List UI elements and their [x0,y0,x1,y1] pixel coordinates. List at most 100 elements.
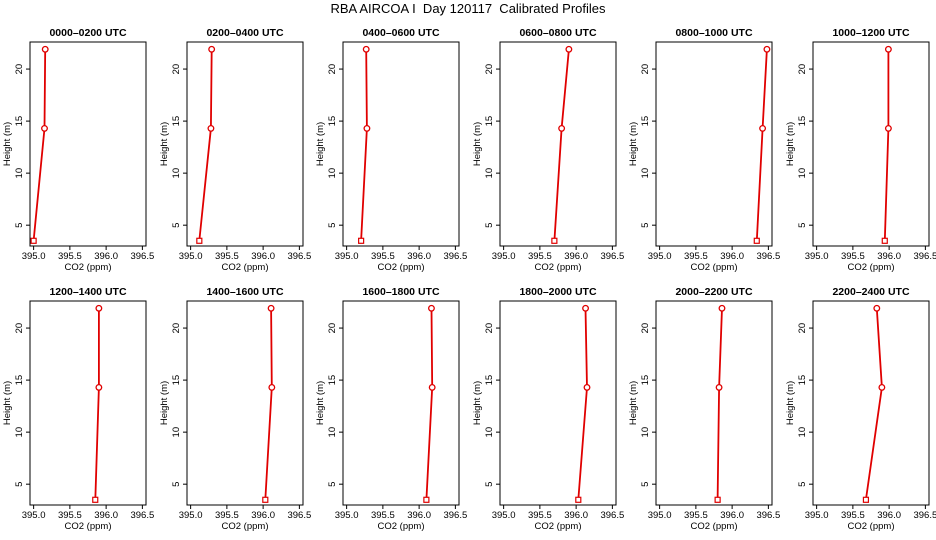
panel-title: 0000–0200 UTC [49,27,126,39]
data-point [878,383,886,391]
y-axis-label: Height (m) [785,122,796,166]
x-tick-label: 395.5 [58,251,82,262]
y-axis-label: Height (m) [472,122,483,166]
data-point [262,496,269,503]
x-tick-label: 395.5 [684,510,708,521]
data-point [582,304,589,312]
plot-frame [499,300,617,506]
y-tick-label: 15 [640,375,651,386]
plot-frame [29,300,147,506]
x-tick-label: 395.0 [335,251,359,262]
panel-6: 1000–1200 UTC 395.0 395.5 396.0 396.5 CO2 (pp… [785,27,936,273]
x-tick-label: 396.5 [287,510,311,521]
data-point [358,237,365,244]
x-tick-label: 395.0 [648,251,672,262]
y-tick-label: 20 [327,323,338,334]
y-axis-label: Height (m) [315,381,326,425]
x-tick-label: 395.5 [371,510,395,521]
plot-frame [499,41,617,247]
x-tick-label: 396.0 [720,251,744,262]
plot-frame [186,300,304,506]
plot-frame [186,41,304,247]
profile-line [198,49,213,241]
panel-9: 1600–1800 UTC 395.0 395.5 396.0 396.5 CO2 (pp… [315,286,467,532]
y-tick-label: 10 [640,427,651,438]
x-tick-label: 395.5 [528,251,552,262]
data-point [41,124,48,132]
y-tick-label: 5 [14,482,25,487]
y-tick-label: 5 [640,223,651,228]
data-point [363,124,371,132]
x-tick-label: 395.5 [528,510,552,521]
y-axis-label: Height (m) [628,381,639,425]
x-tick-label: 396.0 [94,510,118,521]
plot-frame [655,41,773,247]
y-tick-label: 15 [327,375,338,386]
y-axis-label: Height (m) [628,122,639,166]
x-tick-label: 396.0 [877,251,901,262]
data-point [207,124,215,132]
y-tick-label: 10 [14,427,25,438]
data-point [575,496,582,503]
data-point [423,496,430,503]
y-tick-label: 10 [797,168,808,179]
y-axis-label: Height (m) [315,122,326,166]
data-point [565,45,573,53]
x-axis-label: CO2 (ppm) [535,521,582,532]
data-point [715,383,723,391]
x-tick-label: 396.5 [600,510,624,521]
panel-5: 0800–1000 UTC 395.0 395.5 396.0 396.5 CO2 (pp… [628,27,780,273]
x-tick-label: 396.5 [756,510,780,521]
data-point [583,383,591,391]
plot-frame [812,300,930,506]
y-tick-label: 5 [484,223,495,228]
x-tick-label: 395.0 [805,251,829,262]
x-tick-label: 396.5 [913,510,936,521]
profile-line [883,49,890,241]
y-tick-label: 10 [171,427,182,438]
data-point [196,237,203,244]
data-point [428,383,436,391]
x-tick-label: 396.0 [877,510,901,521]
x-tick-label: 395.0 [492,510,516,521]
data-point [753,237,760,244]
panel-4: 0600–0800 UTC 395.0 395.5 396.0 396.5 CO2 (pp… [472,27,624,273]
x-axis-label: CO2 (ppm) [222,521,269,532]
y-axis-label: Height (m) [159,122,170,166]
x-tick-label: 396.5 [287,251,311,262]
y-tick-label: 10 [327,168,338,179]
y-tick-label: 15 [797,116,808,127]
data-point [95,383,103,391]
x-tick-label: 395.5 [841,510,865,521]
x-tick-label: 396.5 [443,510,467,521]
x-tick-label: 396.0 [251,251,275,262]
x-axis-label: CO2 (ppm) [691,262,738,273]
data-point [208,45,216,53]
y-tick-label: 5 [797,223,808,228]
profile-line [94,308,100,500]
y-tick-label: 10 [797,427,808,438]
y-axis-label: Height (m) [2,122,13,166]
panel-title: 0600–0800 UTC [519,27,596,39]
x-tick-label: 395.0 [179,251,203,262]
panel-12: 2200–2400 UTC 395.0 395.5 396.0 396.5 CO2 (pp… [785,286,936,532]
y-tick-label: 5 [327,482,338,487]
x-tick-label: 396.5 [130,510,154,521]
y-tick-label: 10 [484,427,495,438]
data-point [718,304,726,312]
x-tick-label: 395.5 [58,510,82,521]
y-tick-label: 10 [14,168,25,179]
data-point [558,124,566,132]
data-point [884,124,892,132]
x-tick-label: 396.0 [564,251,588,262]
x-tick-label: 395.0 [22,251,46,262]
y-tick-label: 20 [797,323,808,334]
data-point [362,45,370,53]
y-tick-label: 20 [640,323,651,334]
data-point [884,45,892,53]
x-tick-label: 396.0 [720,510,744,521]
figure-title: RBA AIRCOA I Day 120117 Calibrated Profi… [330,1,606,16]
data-point [428,304,435,312]
y-tick-label: 15 [171,116,182,127]
